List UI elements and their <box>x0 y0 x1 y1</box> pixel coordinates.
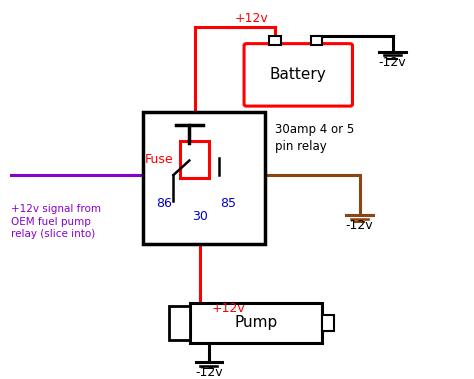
Text: -12v: -12v <box>379 56 406 69</box>
Text: Fuse: Fuse <box>145 153 173 166</box>
Text: +12v signal from
OEM fuel pump
relay (slice into): +12v signal from OEM fuel pump relay (sl… <box>11 205 101 239</box>
Text: 30amp 4 or 5
pin relay: 30amp 4 or 5 pin relay <box>275 123 354 153</box>
Text: -12v: -12v <box>346 219 374 232</box>
Text: Pump: Pump <box>234 315 277 330</box>
Bar <box>190 303 322 343</box>
Bar <box>169 306 190 340</box>
Bar <box>310 36 322 45</box>
Text: 85: 85 <box>220 197 237 210</box>
Bar <box>322 315 334 331</box>
Bar <box>181 141 209 178</box>
Text: -12v: -12v <box>195 366 222 379</box>
Bar <box>269 36 281 45</box>
Bar <box>143 111 265 244</box>
Text: 87: 87 <box>182 139 197 152</box>
FancyBboxPatch shape <box>244 44 353 106</box>
Text: 30: 30 <box>192 210 208 223</box>
Text: Battery: Battery <box>270 67 327 82</box>
Text: +12v: +12v <box>212 302 246 315</box>
Text: 86: 86 <box>155 197 172 210</box>
Text: +12v: +12v <box>234 12 268 25</box>
